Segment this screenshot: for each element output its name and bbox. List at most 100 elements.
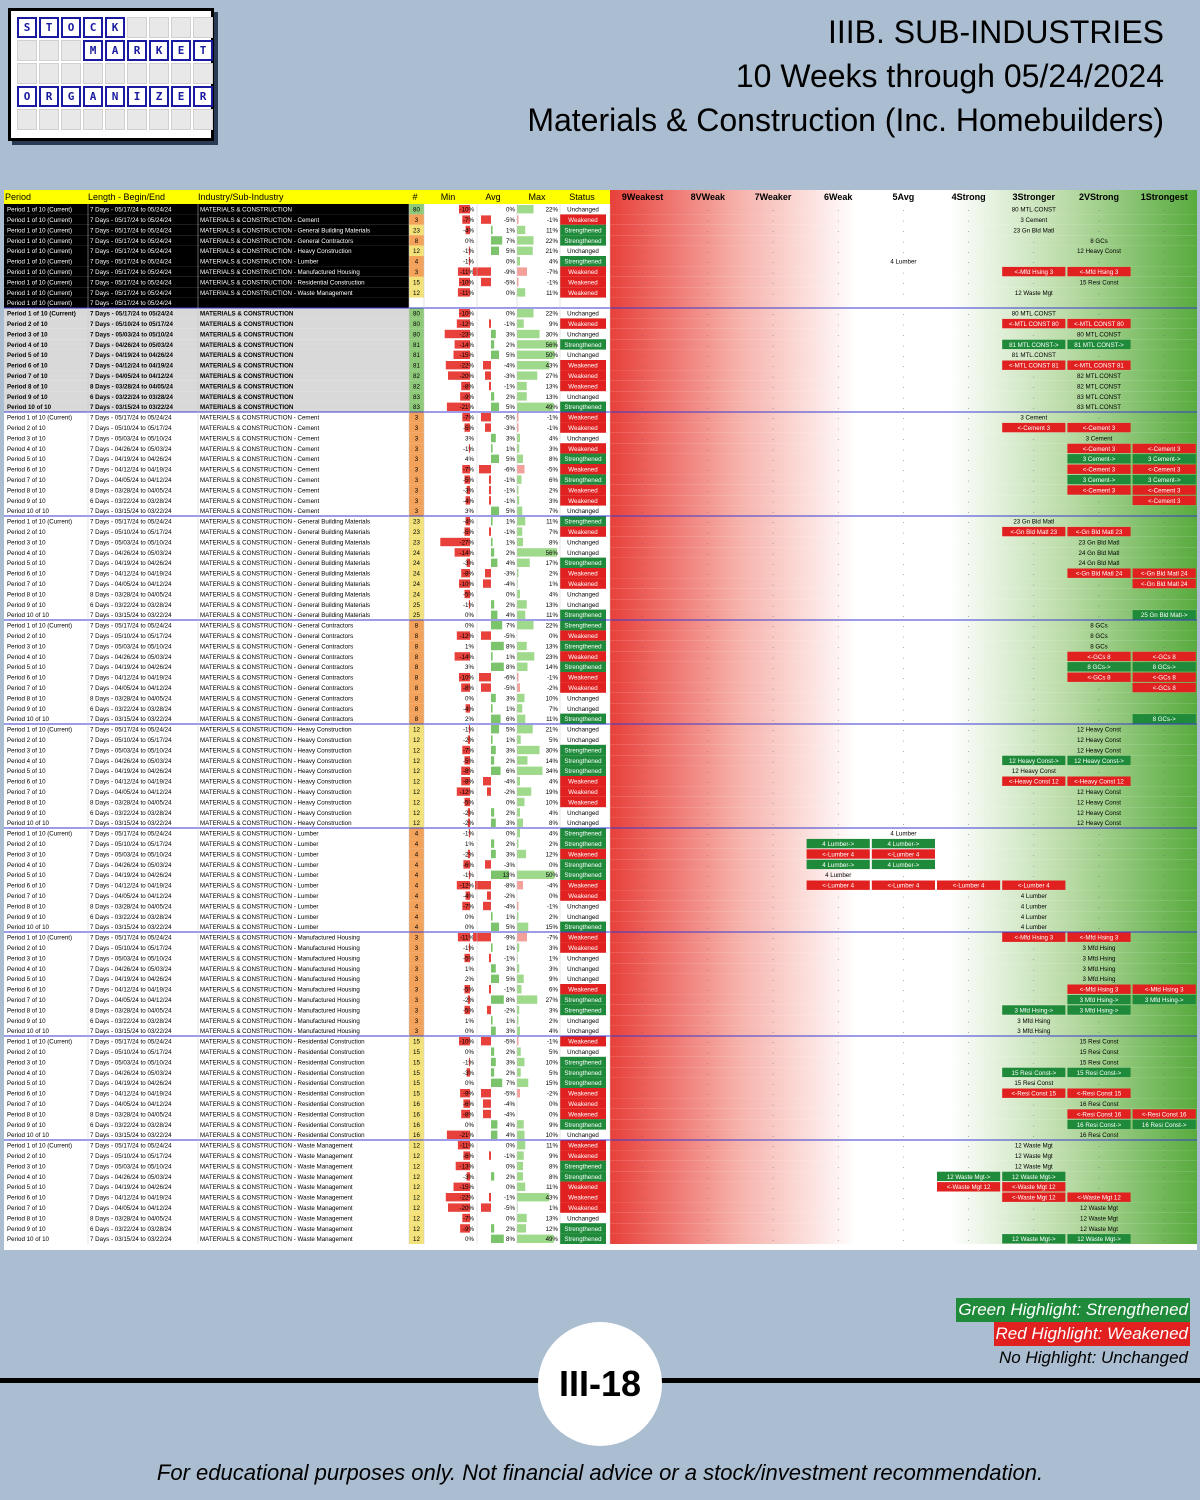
row-max: 27% bbox=[546, 373, 559, 380]
status-weakened-bg bbox=[560, 776, 606, 787]
row-count: 3 bbox=[415, 498, 419, 505]
level-label-highlight bbox=[1132, 984, 1196, 994]
level-dot: . bbox=[837, 383, 839, 390]
row-count: 8 bbox=[415, 695, 419, 702]
level-dot: . bbox=[707, 1007, 709, 1014]
row-min: -20% bbox=[460, 1205, 475, 1212]
row-length: 8 Days - 03/28/24 to 04/05/24 bbox=[90, 1215, 172, 1222]
min-bar bbox=[468, 257, 470, 266]
level-dot: . bbox=[1033, 747, 1035, 754]
level-band bbox=[610, 412, 1197, 423]
level-dot: . bbox=[968, 768, 970, 775]
row-status: Strengthened bbox=[564, 560, 602, 567]
level-label: 12 Heavy Const bbox=[1077, 747, 1121, 754]
header-level: 3Stronger bbox=[1013, 192, 1056, 202]
avg-bar bbox=[491, 943, 493, 952]
row-period: Period 8 of 10 bbox=[7, 695, 46, 702]
count-cell bbox=[409, 1160, 424, 1172]
current-group-bg bbox=[4, 204, 409, 215]
level-dot: . bbox=[642, 435, 644, 442]
count-cell bbox=[409, 568, 424, 579]
row-min: -1% bbox=[463, 831, 475, 838]
level-dot: . bbox=[707, 508, 709, 515]
row-min: -21% bbox=[460, 404, 475, 411]
level-dot: . bbox=[772, 456, 774, 463]
max-bar bbox=[517, 517, 526, 526]
level-label-highlight bbox=[871, 838, 935, 849]
level-label-highlight bbox=[1067, 1192, 1131, 1202]
row-count: 3 bbox=[415, 446, 419, 453]
row-min: -4% bbox=[463, 498, 475, 505]
level-dot: . bbox=[968, 383, 970, 390]
level-label: 12 Waste Mgt bbox=[1080, 1215, 1118, 1222]
max-bar bbox=[517, 662, 528, 671]
level-band bbox=[610, 942, 1197, 953]
row-status: Strengthened bbox=[564, 477, 602, 484]
row-count: 16 bbox=[413, 1132, 420, 1139]
level-dot: . bbox=[707, 1080, 709, 1087]
avg-bar bbox=[491, 818, 496, 827]
count-cell bbox=[409, 1233, 424, 1244]
level-dot: . bbox=[1163, 705, 1165, 712]
level-dot: . bbox=[1098, 747, 1100, 754]
row-max: 6% bbox=[549, 477, 558, 484]
level-label-highlight bbox=[1067, 1067, 1131, 1078]
row-min: -3% bbox=[463, 560, 475, 567]
level-dot: . bbox=[968, 747, 970, 754]
level-dot: . bbox=[707, 799, 709, 806]
level-dot: . bbox=[1033, 352, 1035, 359]
level-dot: . bbox=[837, 653, 839, 660]
level-dot: . bbox=[837, 601, 839, 608]
row-max: 11% bbox=[546, 290, 558, 297]
row-count: 4 bbox=[415, 903, 419, 910]
min-bar bbox=[448, 371, 470, 380]
count-cell bbox=[409, 817, 424, 828]
level-dot: . bbox=[903, 695, 905, 702]
level-label: 8 GCs bbox=[1090, 633, 1108, 640]
level-dot: . bbox=[772, 737, 774, 744]
level-dot: . bbox=[1033, 310, 1035, 317]
level-dot: . bbox=[707, 1111, 709, 1118]
level-dot: . bbox=[968, 1080, 970, 1087]
level-dot: . bbox=[642, 227, 644, 234]
row-industry: MATERIALS & CONSTRUCTION - General Build… bbox=[200, 519, 370, 526]
level-dot: . bbox=[1033, 279, 1035, 286]
count-cell bbox=[409, 692, 424, 704]
level-dot: . bbox=[1098, 612, 1100, 619]
level-label-highlight bbox=[1067, 776, 1131, 786]
row-avg: 5% bbox=[506, 404, 515, 411]
level-band bbox=[610, 682, 1197, 693]
max-bar bbox=[517, 402, 554, 411]
level-label-highlight bbox=[1132, 474, 1196, 485]
level-band bbox=[610, 380, 1197, 392]
row-length: 7 Days - 04/05/24 to 04/12/24 bbox=[90, 789, 172, 796]
level-dot: . bbox=[1163, 913, 1165, 920]
status-strengthened-bg bbox=[560, 224, 606, 236]
level-dot: . bbox=[707, 768, 709, 775]
status-strengthened-bg bbox=[560, 838, 606, 849]
level-dot: . bbox=[707, 1090, 709, 1097]
level-dot: . bbox=[1163, 965, 1165, 972]
row-length: 7 Days - 05/10/24 to 05/17/24 bbox=[90, 737, 172, 744]
level-dot: . bbox=[772, 695, 774, 702]
level-dot: . bbox=[642, 1121, 644, 1128]
level-dot: . bbox=[642, 529, 644, 536]
avg-bar bbox=[491, 870, 509, 879]
row-min: -10% bbox=[460, 1039, 475, 1046]
row-count: 81 bbox=[413, 352, 420, 359]
status-strengthened-bg bbox=[560, 557, 606, 568]
row-status: Weakened bbox=[568, 269, 598, 276]
row-max: 21% bbox=[546, 727, 559, 734]
logo-cell bbox=[39, 63, 59, 84]
max-bar bbox=[517, 309, 534, 318]
level-dot: . bbox=[837, 716, 839, 723]
count-cell bbox=[409, 609, 424, 620]
level-dot: . bbox=[1163, 404, 1165, 411]
level-dot: . bbox=[968, 570, 970, 577]
level-dot: . bbox=[1033, 643, 1035, 650]
row-period: Period 6 of 10 bbox=[7, 1195, 46, 1202]
row-length: 7 Days - 05/17/24 to 05/24/24 bbox=[90, 238, 172, 245]
level-dot: . bbox=[707, 362, 709, 369]
min-bar bbox=[462, 413, 470, 422]
level-band bbox=[610, 599, 1197, 610]
